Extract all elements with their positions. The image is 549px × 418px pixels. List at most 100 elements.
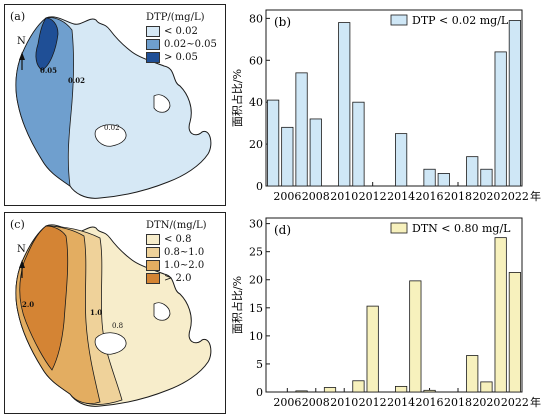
map-panel-a: (a) N 0.05 0.02 0.02 DTP/(mg/L) < 0.02 0… — [4, 4, 226, 206]
bar — [309, 118, 322, 187]
panel-tag-a: (a) — [10, 10, 26, 23]
x-tick-label: 2008 — [302, 396, 330, 409]
legend-item-c-1: 0.8~1.0 — [146, 246, 207, 259]
x-tick-label: 2022 — [501, 190, 529, 203]
legend-c: DTN/(mg/L) < 0.8 0.8~1.0 1.0~2.0 > 2.0 — [146, 220, 207, 285]
legend-item-c-0: < 0.8 — [146, 233, 207, 246]
panel-tag: (b) — [274, 15, 291, 29]
legend-label: < 0.8 — [164, 234, 192, 245]
plot-frame — [265, 9, 523, 187]
bar — [409, 280, 422, 393]
y-tick-label: 15 — [249, 302, 263, 315]
zone-mid-a — [15, 17, 74, 187]
x-tick-label: 2012 — [359, 190, 387, 203]
contour-label-a-3: 0.02 — [104, 124, 120, 132]
x-tick-label: 2010 — [330, 190, 358, 203]
legend-swatch — [146, 273, 160, 284]
legend-label: > 0.05 — [164, 52, 198, 63]
bar — [423, 168, 436, 187]
island-c-east — [153, 302, 171, 321]
north-arrow-icon — [19, 260, 25, 278]
x-tick-label: 2018 — [444, 396, 472, 409]
legend-label: < 0.02 — [164, 26, 198, 37]
x-tick-label: 2016 — [416, 396, 444, 409]
y-tick-label: 60 — [249, 54, 263, 67]
bar — [352, 380, 365, 393]
legend-swatch — [390, 222, 408, 234]
bar — [437, 173, 450, 187]
bar — [395, 385, 408, 393]
y-tick-label: 20 — [249, 274, 263, 287]
legend-title-c: DTN/(mg/L) — [146, 220, 207, 231]
x-tick-label: 2022 — [501, 396, 529, 409]
x-tick-label: 2020 — [472, 396, 500, 409]
x-tick-label: 2020 — [472, 190, 500, 203]
y-tick-label: 40 — [249, 96, 263, 109]
y-tick-label: 10 — [249, 330, 263, 343]
bar — [466, 355, 479, 393]
legend-item-a-0: < 0.02 — [146, 25, 217, 38]
legend-item-a-2: > 0.05 — [146, 51, 217, 64]
island-c — [94, 332, 127, 355]
bar — [466, 156, 479, 187]
x-tick-label: 2014 — [387, 396, 415, 409]
island-a-east — [153, 94, 171, 113]
legend-a: DTP/(mg/L) < 0.02 0.02~0.05 > 0.05 — [146, 12, 217, 64]
contour-label-c-2: 1.0 — [90, 308, 103, 317]
zone-gt2-c — [19, 225, 69, 371]
panel-tag: (d) — [274, 223, 291, 237]
north-label-c: N — [17, 244, 26, 255]
x-axis-label: 年 — [530, 395, 541, 409]
y-tick-label: 80 — [249, 12, 263, 25]
bar — [494, 237, 507, 393]
y-tick-label: 20 — [249, 138, 263, 151]
north-arrow-icon — [19, 52, 25, 70]
y-axis-label: 面积占比/% — [230, 276, 244, 334]
legend-swatch — [146, 26, 160, 37]
panel-tag-c: (c) — [10, 218, 25, 231]
legend-title-a: DTP/(mg/L) — [146, 12, 205, 23]
contour-label-c-1: 2.0 — [22, 300, 35, 309]
legend-swatch — [146, 52, 160, 63]
y-tick-label: 5 — [256, 358, 263, 371]
bar — [494, 51, 507, 187]
x-tick-label: 2018 — [444, 190, 472, 203]
legend-item-a-1: 0.02~0.05 — [146, 38, 217, 51]
plot-frame — [265, 217, 523, 393]
y-tick-label: 25 — [249, 246, 263, 259]
island-a — [94, 124, 127, 147]
legend-label: 0.02~0.05 — [164, 39, 217, 50]
legend-swatch — [146, 260, 160, 271]
map-panel-c: (c) N 2.0 1.0 0.8 DTN/(mg/L) < 0.8 0.8~1… — [4, 212, 226, 414]
legend-label: DTN < 0.80 mg/L — [412, 222, 511, 235]
bar — [480, 381, 493, 393]
bar — [508, 20, 521, 187]
bar — [480, 168, 493, 187]
bar — [295, 390, 308, 393]
bar — [281, 126, 294, 187]
legend-item-c-2: 1.0~2.0 — [146, 259, 207, 272]
contour-label-a-1: 0.05 — [40, 66, 58, 75]
zone-high-a — [35, 17, 59, 71]
x-tick-label: 2008 — [302, 190, 330, 203]
north-label-a: N — [17, 36, 26, 47]
bar — [323, 387, 337, 393]
legend-label: 0.8~1.0 — [164, 247, 205, 258]
bar — [338, 22, 351, 187]
bar-chart-d: 0 5 10 15 20 25 30 2006 2008 2010 2012 2014 2016 2018… — [230, 217, 541, 409]
legend-swatch — [146, 234, 160, 245]
legend-swatch — [390, 14, 408, 26]
bar — [352, 101, 365, 187]
legend-label: 1.0~2.0 — [164, 260, 205, 271]
x-tick-label: 2006 — [273, 396, 301, 409]
bar — [395, 133, 408, 187]
y-tick-label: 0 — [256, 386, 263, 399]
bar — [295, 72, 308, 187]
contour-label-a-2: 0.02 — [68, 76, 86, 85]
x-tick-label: 2012 — [359, 396, 387, 409]
y-tick-label: 0 — [256, 180, 263, 193]
bar — [423, 389, 436, 393]
x-tick-label: 2006 — [273, 190, 301, 203]
legend-label: > 2.0 — [164, 273, 192, 284]
